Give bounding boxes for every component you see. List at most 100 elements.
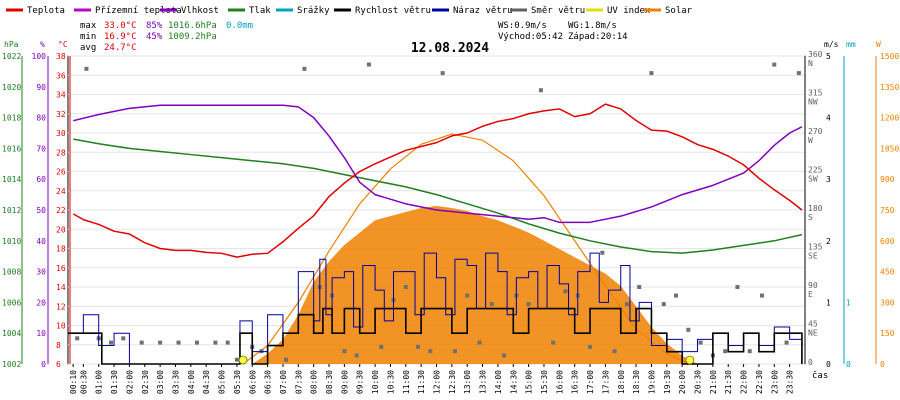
x-tick-label: 10:30 (386, 370, 395, 394)
pct-tick-label: 40 (36, 237, 46, 246)
stat-max-label: max (80, 21, 97, 31)
x-tick-label: 05:30 (233, 370, 242, 394)
pct-unit-label: % (40, 40, 45, 49)
x-tick-label: 18:30 (632, 370, 641, 394)
x-tick-label: 05:00 (218, 370, 227, 394)
hpa-tick-label: 1018 (2, 114, 21, 123)
x-tick-label: 06:30 (264, 370, 273, 394)
degc-tick-label: 12 (56, 302, 66, 311)
w-tick-label: 1350 (880, 83, 899, 92)
x-tick-label: 15:30 (540, 370, 549, 394)
wind-direction-point (772, 62, 777, 67)
x-tick-label: 21:30 (724, 370, 733, 394)
x-tick-label: 02:30 (141, 370, 150, 394)
wind-direction-point (538, 88, 543, 93)
degc-tick-label: 28 (56, 148, 66, 157)
x-tick-label: 20:30 (694, 370, 703, 394)
wind-direction-point (213, 340, 218, 345)
w-tick-label: 1500 (880, 52, 899, 61)
wind-direction-point (259, 349, 264, 354)
wind-direction-point (403, 285, 408, 289)
x-tick-label: 14:00 (494, 370, 503, 394)
w-tick-label: 0 (880, 360, 885, 369)
degc-tick-label: 34 (56, 91, 66, 100)
date-title: 12.08.2024 (411, 41, 489, 56)
stat-min-hum: 45% (146, 32, 163, 42)
wind-direction-point (342, 349, 347, 354)
x-tick-label: 16:00 (555, 370, 564, 394)
w-tick-label: 1200 (880, 114, 899, 123)
pct-tick-label: 100 (32, 52, 47, 61)
w-tick-label: 1050 (880, 144, 899, 153)
legend-label: Srážky (297, 6, 330, 16)
stat-avg-temp: 24.7°C (104, 43, 137, 53)
w-tick-label: 600 (880, 237, 895, 246)
stat-max-hum: 85% (146, 21, 163, 31)
dir-tick-label: SW (808, 175, 818, 184)
series (68, 62, 805, 365)
degc-tick-label: 14 (56, 283, 66, 292)
wind-direction-point (674, 293, 679, 298)
x-tick-label: 11:00 (402, 370, 411, 394)
dir-tick-value: 360 (808, 50, 823, 59)
dir-tick-label: NW (808, 98, 818, 107)
wind-direction-point (284, 357, 289, 362)
legend-label: Solar (665, 6, 693, 16)
hpa-tick-label: 1016 (2, 144, 21, 153)
x-tick-label: 23:00 (770, 370, 779, 394)
stats-block: max 33.0°C 85% 1016.6hPa 0.0mm min 16.9°… (80, 21, 628, 53)
wind-direction-point (366, 62, 371, 67)
wind-direction-point (139, 340, 144, 345)
legend-label: Přízemní teplota (95, 6, 182, 16)
wind-direction-point (760, 293, 765, 298)
dir-tick-label: NE (808, 329, 818, 338)
x-tick-label: 01:00 (95, 370, 104, 394)
x-tick-label: 19:30 (663, 370, 672, 394)
x-tick-label: 07:30 (294, 370, 303, 394)
wind-direction-point (747, 349, 752, 354)
dir-tick-value: 45 (808, 320, 818, 329)
hpa-tick-label: 1008 (2, 268, 21, 277)
pressure-line (73, 138, 803, 254)
sunrise: Východ:05:42 (498, 32, 563, 42)
ms-tick-label: 3 (826, 175, 831, 184)
wind-direction-point (624, 302, 629, 307)
degc-tick-label: 24 (56, 187, 66, 196)
stat-avg-label: avg (80, 43, 96, 53)
hpa-tick-label: 1020 (2, 83, 21, 92)
legend-label: Náraz větru (453, 6, 513, 16)
wind-direction-point (612, 349, 617, 354)
stat-min-temp: 16.9°C (104, 32, 137, 42)
x-tick-label: 21:00 (709, 370, 718, 394)
stat-max-temp: 33.0°C (104, 21, 137, 31)
wind-direction-point (661, 302, 666, 307)
x-tick-label: 13:00 (463, 370, 472, 394)
legend-label: Teplota (27, 6, 65, 16)
hpa-tick-label: 1012 (2, 206, 21, 215)
x-tick-label: 03:30 (171, 370, 180, 394)
wind-direction-point (121, 336, 126, 341)
hpa-tick-label: 1022 (2, 52, 21, 61)
legend-label: Směr větru (531, 6, 585, 16)
wind-direction-point (649, 71, 654, 76)
uv-index-point (238, 355, 248, 365)
ms-tick-label: 0 (826, 360, 831, 369)
dir-tick-value: 0 (808, 358, 813, 367)
x-tick-label: 09:30 (356, 370, 365, 394)
pct-tick-label: 90 (36, 83, 46, 92)
wind-direction-point (502, 353, 507, 358)
dir-tick-value: 90 (808, 281, 818, 290)
wind-direction-point (158, 340, 163, 345)
pct-tick-label: 20 (36, 298, 46, 307)
mm-tick-label: 1 (846, 298, 851, 307)
pct-tick-label: 80 (36, 114, 46, 123)
w-tick-label: 450 (880, 268, 895, 277)
x-tick-label: 04:30 (202, 370, 211, 394)
wind-direction-point (489, 302, 494, 307)
wind-direction-point (75, 336, 80, 341)
dir-tick-label: W (808, 136, 813, 145)
wind-direction-point (440, 71, 445, 76)
dir-tick-label: S (808, 213, 813, 222)
wind-direction-point (551, 340, 556, 345)
